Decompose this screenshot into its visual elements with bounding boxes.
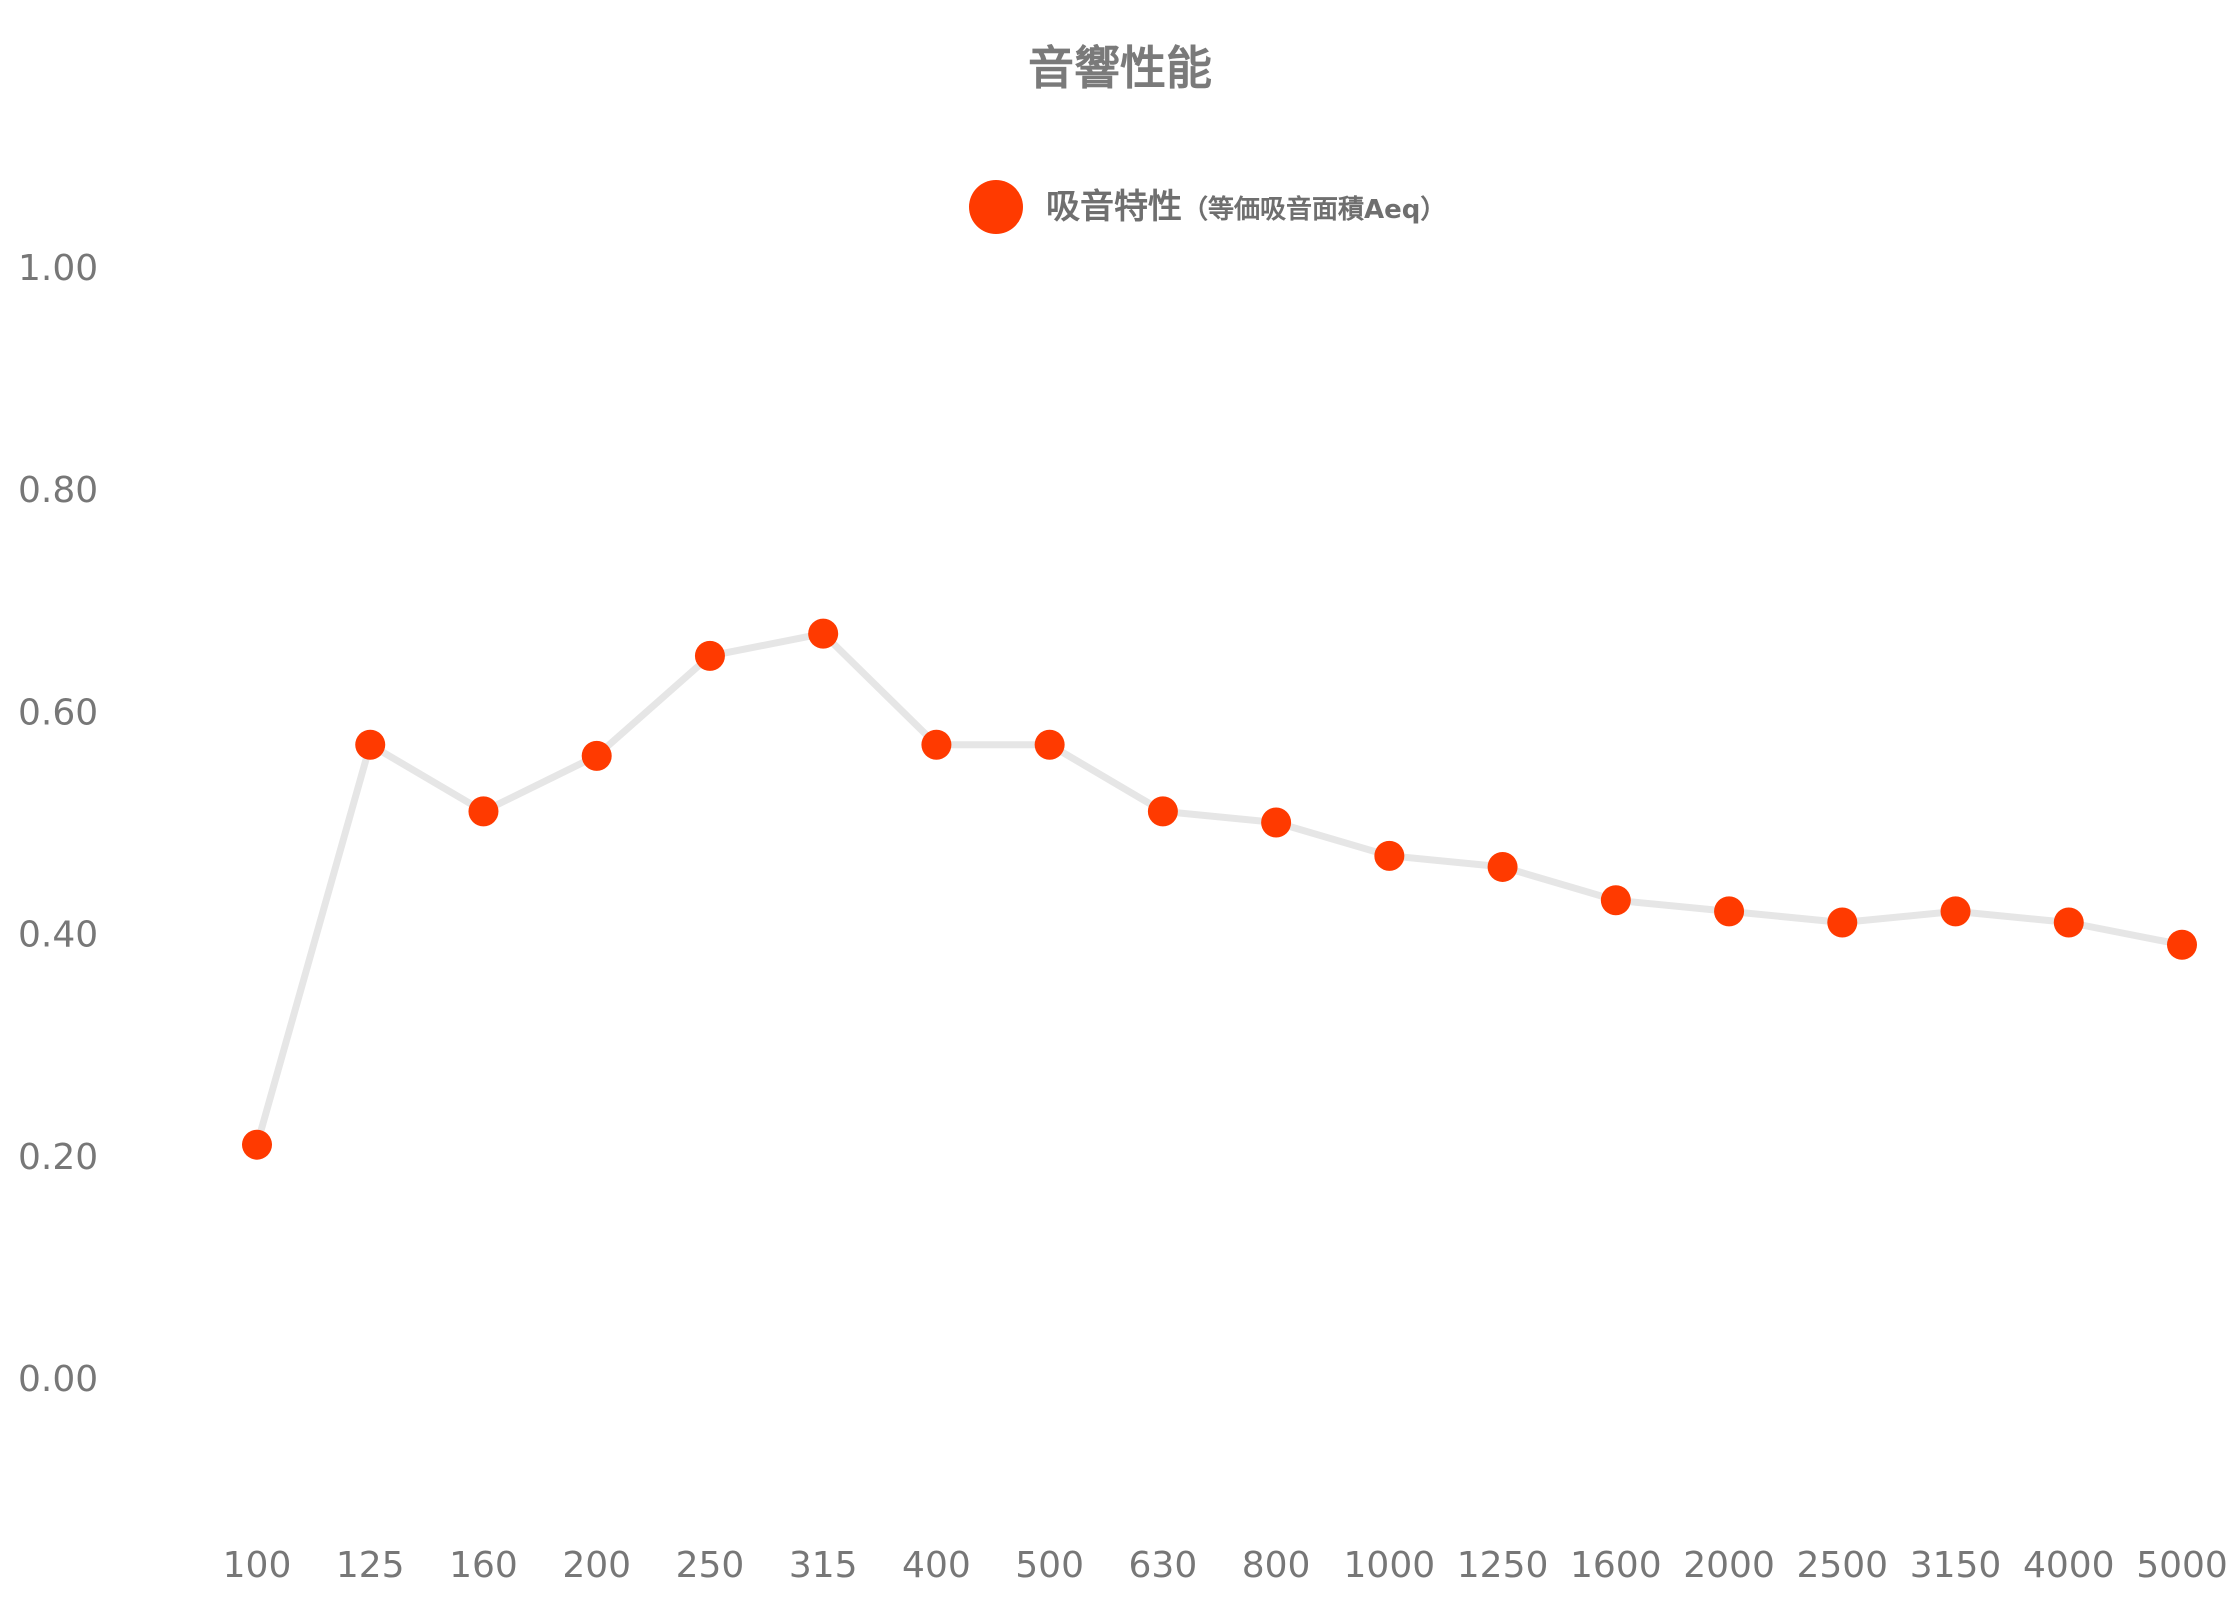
- x-tick-label: 250: [676, 1545, 745, 1586]
- data-point[interactable]: [1487, 851, 1518, 882]
- legend-marker-icon: [969, 180, 1023, 234]
- y-tick-label: 0.40: [18, 915, 98, 956]
- y-tick-label: 0.60: [18, 692, 98, 733]
- x-tick-label: 200: [562, 1545, 631, 1586]
- x-tick-label: 630: [1129, 1545, 1198, 1586]
- y-tick-label: 0.80: [18, 470, 98, 511]
- x-tick-label: 800: [1242, 1545, 1311, 1586]
- data-point[interactable]: [581, 740, 612, 771]
- x-tick-label: 3150: [1910, 1545, 2002, 1586]
- series-group: [242, 618, 2197, 1160]
- data-point[interactable]: [2167, 929, 2197, 960]
- x-tick-label: 1000: [1344, 1545, 1436, 1586]
- data-point[interactable]: [1714, 896, 1745, 927]
- data-point[interactable]: [1940, 896, 1971, 927]
- data-point[interactable]: [1600, 885, 1631, 916]
- x-tick-label: 500: [1015, 1545, 1084, 1586]
- x-tick-label: 1600: [1570, 1545, 1662, 1586]
- data-point[interactable]: [921, 729, 952, 760]
- x-tick-label: 4000: [2023, 1545, 2115, 1586]
- data-point[interactable]: [355, 729, 386, 760]
- data-point[interactable]: [1147, 796, 1178, 827]
- data-point[interactable]: [808, 618, 839, 649]
- y-tick-label: 0.20: [18, 1137, 98, 1178]
- x-tick-label: 2500: [1796, 1545, 1888, 1586]
- data-point[interactable]: [2053, 907, 2084, 938]
- chart-title: 音響性能: [1028, 41, 1212, 95]
- x-tick-label: 160: [449, 1545, 518, 1586]
- x-axis: 100 125 160 200 250 315 400 500 630 800 1000 1250 16…: [223, 1545, 2228, 1586]
- y-tick-label: 0.00: [18, 1359, 98, 1400]
- y-tick-label: 1.00: [18, 248, 98, 289]
- x-tick-label: 5000: [2136, 1545, 2228, 1586]
- x-tick-label: 315: [789, 1545, 858, 1586]
- series-line: [253, 630, 2186, 1149]
- data-point[interactable]: [1261, 807, 1292, 838]
- legend-series-suffix: （等価吸音面積Aeq）: [1182, 194, 1446, 225]
- data-point[interactable]: [1827, 907, 1858, 938]
- x-tick-label: 400: [902, 1545, 971, 1586]
- data-point[interactable]: [242, 1129, 272, 1160]
- data-point[interactable]: [1374, 840, 1405, 871]
- legend[interactable]: 吸音特性（等価吸音面積Aeq）: [969, 180, 1446, 234]
- data-point[interactable]: [694, 640, 725, 671]
- data-point[interactable]: [468, 796, 499, 827]
- legend-label: 吸音特性（等価吸音面積Aeq）: [1046, 187, 1446, 227]
- x-tick-label: 1250: [1457, 1545, 1549, 1586]
- legend-series-name: 吸音特性: [1046, 187, 1182, 227]
- data-point[interactable]: [1034, 729, 1065, 760]
- x-tick-label: 125: [336, 1545, 405, 1586]
- x-tick-label: 2000: [1683, 1545, 1775, 1586]
- y-axis: 0.00 0.20 0.40 0.60 0.80 1.00: [18, 248, 98, 1400]
- x-tick-label: 100: [223, 1545, 292, 1586]
